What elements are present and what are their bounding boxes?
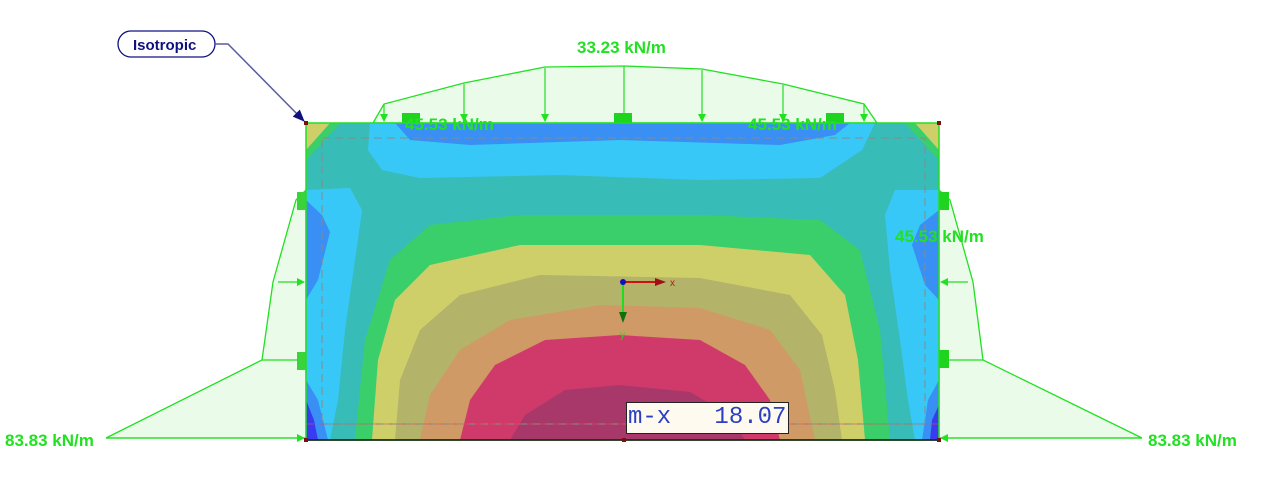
surface-contour-plot[interactable] bbox=[306, 123, 939, 440]
line-load-left[interactable] bbox=[105, 188, 307, 442]
material-callout-label: Isotropic bbox=[133, 37, 196, 54]
load-label-top-left: 45.53 kN/m bbox=[405, 115, 494, 134]
line-load-top[interactable] bbox=[371, 65, 879, 124]
load-label-right-side: 45.53 kN/m bbox=[895, 227, 984, 246]
result-value-label[interactable]: m-x 18.07 bbox=[626, 402, 789, 434]
local-axis-icon: x y bbox=[619, 278, 675, 341]
svg-text:x: x bbox=[670, 278, 675, 289]
load-label-bottom-left: 83.83 kN/m bbox=[5, 431, 94, 450]
load-label-top-right: 45.53 kN/m bbox=[748, 115, 837, 134]
material-callout[interactable]: Isotropic bbox=[117, 30, 305, 122]
svg-text:y: y bbox=[620, 330, 625, 341]
load-label-top-peak: 33.23 kN/m bbox=[577, 38, 666, 57]
load-label-bottom-right: 83.83 kN/m bbox=[1148, 431, 1237, 450]
nodes[interactable] bbox=[304, 121, 941, 442]
